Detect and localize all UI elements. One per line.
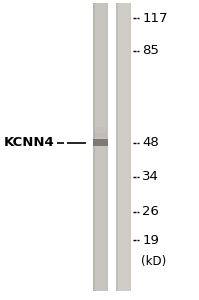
Text: 19: 19: [142, 233, 159, 247]
Bar: [129, 3, 131, 291]
Bar: [106, 3, 108, 291]
Bar: [93, 139, 108, 146]
Text: 117: 117: [142, 11, 168, 25]
Bar: [93, 3, 95, 291]
Text: KCNN4: KCNN4: [4, 136, 55, 149]
Bar: [116, 3, 131, 291]
Text: 48: 48: [142, 136, 159, 149]
Bar: [93, 3, 108, 291]
Text: 26: 26: [142, 205, 159, 218]
Text: 34: 34: [142, 170, 159, 184]
Bar: [94, 127, 107, 133]
Bar: [94, 133, 107, 138]
Text: 85: 85: [142, 44, 159, 58]
Bar: [116, 3, 118, 291]
Text: (kD): (kD): [141, 254, 167, 268]
